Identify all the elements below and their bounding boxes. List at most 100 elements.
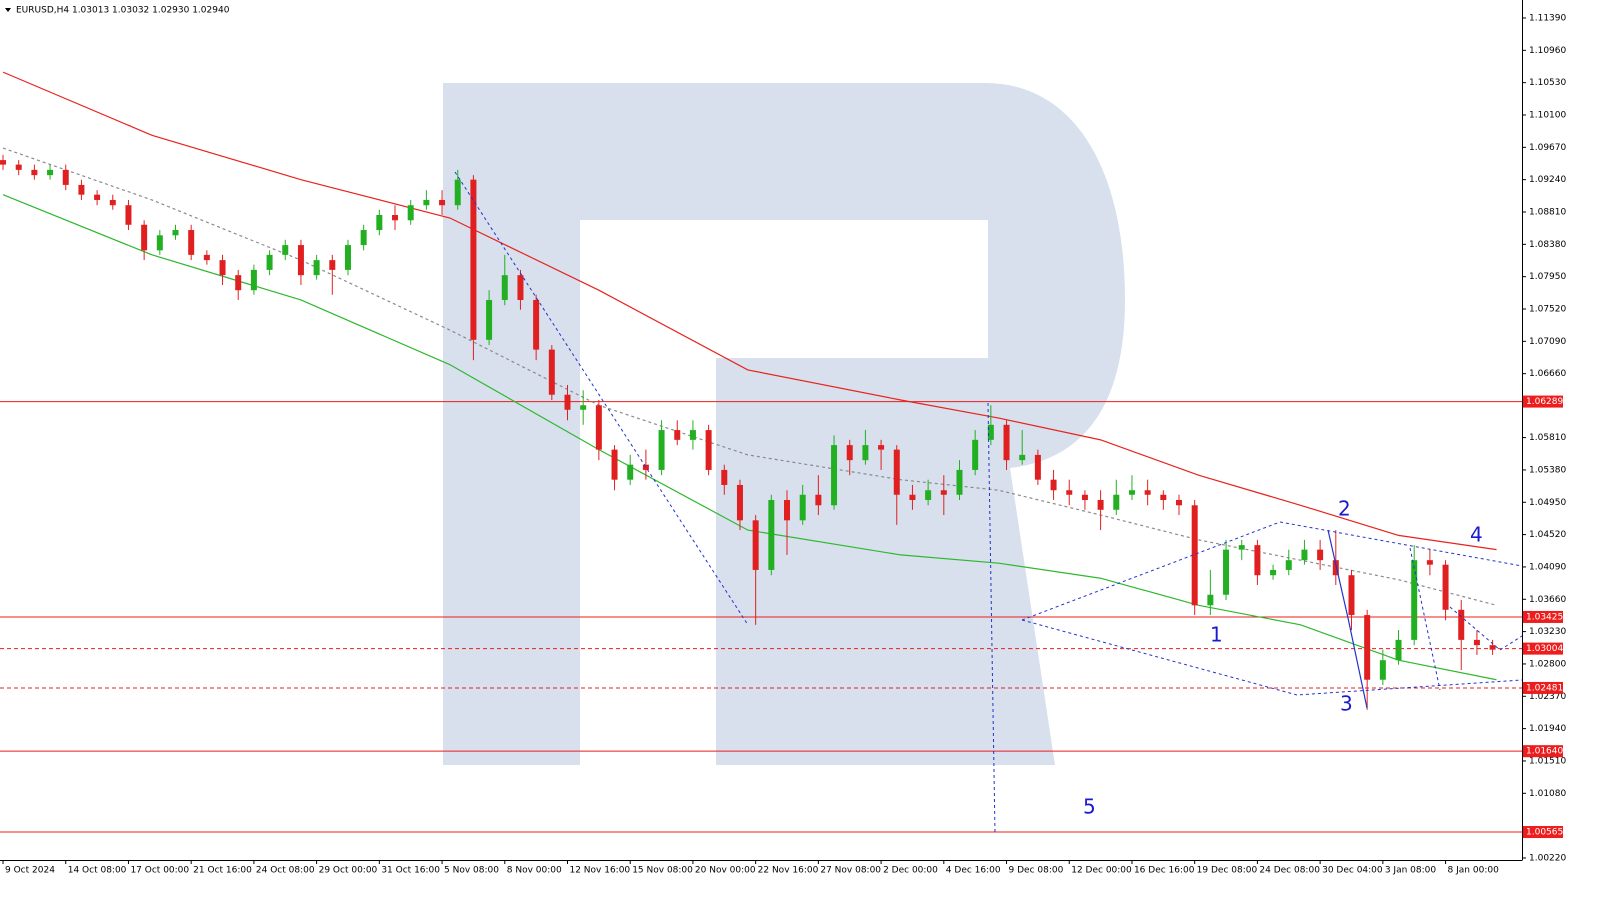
x-tick-label: 24 Oct 08:00: [256, 866, 315, 876]
candle-body: [1081, 494, 1088, 501]
x-tick-label: 15 Nov 08:00: [632, 866, 693, 876]
candle-body: [344, 245, 351, 270]
level-label-box: [1523, 681, 1563, 694]
candle-body: [1160, 494, 1167, 501]
candle-body: [486, 299, 493, 340]
level-label: 1.06289: [1526, 397, 1563, 407]
candle-body: [784, 500, 791, 521]
y-tick-label: 1.01510: [1529, 756, 1566, 766]
candle-body: [956, 469, 963, 495]
y-tick-label: 1.04950: [1529, 498, 1566, 508]
candle-body: [1050, 479, 1057, 491]
x-tick-label: 17 Oct 00:00: [130, 866, 189, 876]
wave-label: 1: [1210, 623, 1223, 647]
x-tick-label: 12 Dec 00:00: [1071, 866, 1132, 876]
candle-body: [1395, 639, 1402, 661]
candle-body: [752, 520, 759, 570]
candle-body: [1207, 594, 1214, 606]
candle-body: [580, 405, 587, 410]
candle-body: [909, 494, 916, 501]
x-tick-label: 16 Dec 16:00: [1134, 866, 1195, 876]
y-tick-label: 1.07090: [1529, 337, 1566, 347]
candle-body: [689, 430, 696, 440]
candle-body: [266, 254, 273, 270]
level-label: 1.02481: [1526, 683, 1563, 693]
candle-body: [376, 215, 383, 231]
candle-body: [439, 199, 446, 206]
candle-body: [78, 184, 85, 195]
level-label-box: [1523, 395, 1563, 408]
chart-title: EURUSD,H4 1.03013 1.03032 1.02930 1.0294…: [16, 6, 230, 16]
y-tick-label: 1.08380: [1529, 240, 1566, 250]
candle-body: [94, 194, 101, 200]
candle-body: [517, 275, 524, 300]
candle-body: [1176, 500, 1183, 506]
y-tick-label: 1.07520: [1529, 305, 1566, 315]
level-label: 1.00565: [1526, 828, 1563, 838]
y-tick-label: 1.10960: [1529, 46, 1566, 56]
candle-body: [31, 169, 38, 176]
x-tick-label: 24 Dec 08:00: [1259, 866, 1320, 876]
candle-body: [642, 464, 649, 470]
x-tick-label: 31 Oct 16:00: [381, 866, 440, 876]
y-tick-label: 1.01080: [1529, 789, 1566, 799]
y-tick-label: 1.02370: [1529, 692, 1566, 702]
x-tick-label: 4 Dec 16:00: [946, 866, 1001, 876]
candle-body: [1301, 549, 1308, 561]
candle-body: [188, 230, 195, 255]
candle-body: [1034, 454, 1041, 480]
level-label: 1.03425: [1526, 612, 1563, 622]
y-tick-label: 1.04520: [1529, 530, 1566, 540]
candle-body: [203, 254, 210, 261]
y-tick-label: 1.07950: [1529, 272, 1566, 282]
y-tick-label: 1.09670: [1529, 143, 1566, 153]
x-tick-label: 8 Jan 00:00: [1448, 866, 1500, 876]
wave-label: 5: [1083, 795, 1096, 819]
watermark-bowl: [580, 83, 1125, 765]
candle-body: [893, 449, 900, 495]
candle-body: [862, 445, 869, 461]
x-tick-label: 9 Oct 2024: [5, 866, 55, 876]
candle-body: [736, 484, 743, 521]
candle-body: [1285, 560, 1292, 570]
level-label-box: [1523, 826, 1563, 839]
watermark-stem: [443, 83, 580, 765]
candle-body: [1473, 639, 1480, 646]
wave-label: 2: [1338, 497, 1351, 521]
x-tick-label: 27 Nov 08:00: [820, 866, 881, 876]
candle-body: [329, 260, 336, 270]
candle-body: [846, 445, 853, 461]
trendline: [1409, 547, 1441, 691]
candle-body: [1238, 545, 1245, 550]
candle-body: [721, 469, 728, 485]
y-tick-label: 1.00220: [1529, 853, 1566, 863]
candle-body: [1489, 645, 1496, 650]
candle-body: [1254, 545, 1261, 576]
candle-body: [1379, 660, 1386, 680]
candle-body: [1144, 490, 1151, 495]
candle-body: [501, 275, 508, 300]
x-tick-label: 3 Jan 08:00: [1385, 866, 1437, 876]
candle-body: [1442, 564, 1449, 610]
y-tick-label: 1.06660: [1529, 369, 1566, 379]
candle-body: [1348, 575, 1355, 616]
candle-body: [925, 490, 932, 501]
y-tick-label: 1.02800: [1529, 659, 1566, 669]
y-tick-label: 1.05810: [1529, 433, 1566, 443]
y-tick-label: 1.03660: [1529, 595, 1566, 605]
candle-body: [1066, 490, 1073, 495]
x-tick-label: 8 Nov 00:00: [507, 866, 562, 876]
candle-body: [1364, 615, 1371, 680]
candle-body: [109, 199, 116, 206]
candle-body: [815, 494, 822, 506]
candle-body: [250, 269, 257, 291]
candle-body: [940, 490, 947, 495]
x-tick-label: 5 Nov 08:00: [444, 866, 499, 876]
candle-body: [156, 235, 163, 251]
level-label: 1.01640: [1526, 747, 1563, 757]
candle-body: [1223, 549, 1230, 595]
candle-body: [658, 430, 665, 470]
level-label-box: [1523, 610, 1563, 623]
y-tick-label: 1.08810: [1529, 207, 1566, 217]
wave-line: [1327, 529, 1368, 709]
